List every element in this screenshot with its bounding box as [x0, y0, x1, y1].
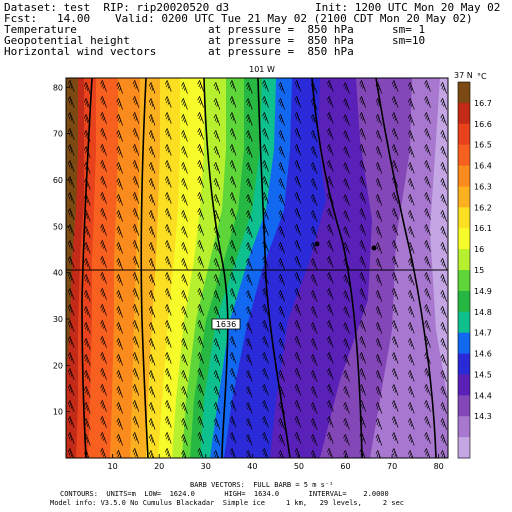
height-low-marker [314, 241, 320, 247]
colorbar-swatch [458, 416, 470, 438]
field-temperature-smoothing: sm= 1 [392, 23, 426, 36]
colorbar-level-label: 16.3 [474, 182, 492, 191]
field-height-pressure: at pressure = 850 hPa [208, 34, 354, 47]
x-tick-label: 20 [154, 462, 164, 471]
height-contour [311, 78, 363, 458]
x-tick-label: 60 [340, 462, 350, 471]
colorbar-swatch [458, 82, 470, 104]
height-contour [81, 78, 93, 458]
colorbar-swatch [458, 311, 470, 334]
colorbar-level-label: 16 [474, 245, 484, 254]
height-contour [257, 78, 291, 458]
field-temperature-pressure: at pressure = 850 hPa [208, 23, 354, 36]
colorbar-level-label: 14.5 [474, 370, 492, 379]
colorbar-level-label: 14.6 [474, 350, 492, 359]
y-axis-ticks: 10 20 30 40 50 60 70 80 [53, 83, 70, 417]
forecast-hour: Fcst: 14.00 [4, 12, 91, 25]
height-contour-label: 1636 [211, 318, 241, 330]
colorbar-level-label: 16.2 [474, 203, 492, 212]
y-tick-label: 10 [53, 408, 63, 417]
colorbar-level-label: 14.3 [474, 412, 492, 421]
colorbar-level-label: 14.8 [474, 308, 492, 317]
model-info: Model info: V3.5.0 No Cumulus Blackadar … [50, 499, 405, 507]
height-low-markers [314, 241, 377, 251]
init-time: Init: 1200 UTC Mon 20 May 02 [315, 1, 501, 14]
height-contour [203, 78, 229, 458]
colorbar-swatch [458, 207, 470, 229]
colorbar-level-label: 14.9 [474, 287, 492, 296]
y-tick-label: 80 [53, 83, 63, 92]
colorbar-swatch [458, 186, 470, 208]
colorbar-unit: °C [477, 72, 487, 81]
colorbar-swatch [458, 270, 470, 292]
x-tick-label: 70 [387, 462, 397, 471]
x-axis-ticks: 10 20 30 40 50 60 70 80 [107, 454, 444, 471]
height-low-marker [371, 245, 377, 251]
field-wind-label: Horizontal wind vectors [4, 45, 157, 58]
colorbar-frame [457, 81, 471, 459]
y-tick-label: 60 [53, 176, 63, 185]
field-wind-pressure: at pressure = 850 hPa [208, 45, 354, 58]
height-contour [140, 78, 149, 458]
temperature-field [66, 78, 448, 458]
x-tick-label: 10 [107, 462, 117, 471]
y-tick-label: 70 [53, 130, 63, 139]
colorbar-level-label: 16.1 [474, 224, 492, 233]
y-tick-label: 30 [53, 315, 63, 324]
colorbar-level-label: 16.6 [474, 120, 492, 129]
height-contour [375, 78, 437, 458]
plot-frame [65, 77, 449, 459]
colorbar-swatch [458, 332, 470, 355]
colorbar-level-label: 14.4 [474, 391, 492, 400]
colorbar-level-label: 16.7 [474, 99, 492, 108]
colorbar-swatch [458, 123, 470, 146]
colorbar-swatch [458, 228, 470, 250]
colorbar-swatch [458, 395, 470, 417]
colorbar-swatch [458, 374, 470, 396]
barb-vector-legend: BARB VECTORS: FULL BARB = 5 m s⁻¹ [190, 481, 334, 489]
field-temperature-label: Temperature [4, 23, 77, 36]
x-tick-label: 40 [247, 462, 257, 471]
longitude-label: 101 W [249, 65, 275, 74]
colorbar-level-label: 15 [474, 266, 484, 275]
colorbar-swatch [458, 249, 470, 271]
temperature-colorbar: °C 16.7 16.6 16.5 16.4 16.3 16.2 16.1 16 15 14.9 1… [457, 72, 492, 459]
field-height-smoothing: sm=10 [392, 34, 426, 47]
y-tick-label: 40 [53, 269, 63, 278]
colorbar-swatch [458, 353, 470, 375]
colorbar-swatch [458, 165, 470, 187]
x-tick-label: 30 [201, 462, 211, 471]
x-tick-label: 50 [294, 462, 304, 471]
colorbar-swatch [458, 102, 470, 125]
y-tick-label: 50 [53, 222, 63, 231]
colorbar-swatch [458, 290, 470, 313]
contour-info: CONTOURS: UNITS=m LOW= 1624.0 HIGH= 1634… [60, 490, 389, 498]
height-contour-value: 1636 [216, 320, 236, 329]
height-contours [81, 78, 437, 458]
dataset-label: Dataset: test RIP: rip20020520 d3 [4, 1, 230, 14]
colorbar-level-label: 14.7 [474, 329, 492, 338]
colorbar-swatch [458, 437, 470, 459]
valid-time: Valid: 0200 UTC Tue 21 May 02 (2100 CDT … [115, 12, 473, 25]
colorbar-level-label: 16.4 [474, 162, 492, 171]
x-tick-label: 80 [434, 462, 444, 471]
colorbar-swatch [458, 144, 470, 167]
latitude-label: 37 N [454, 71, 473, 80]
y-tick-label: 20 [53, 361, 63, 370]
field-height-label: Geopotential height [4, 34, 130, 47]
colorbar-level-label: 16.5 [474, 141, 492, 150]
